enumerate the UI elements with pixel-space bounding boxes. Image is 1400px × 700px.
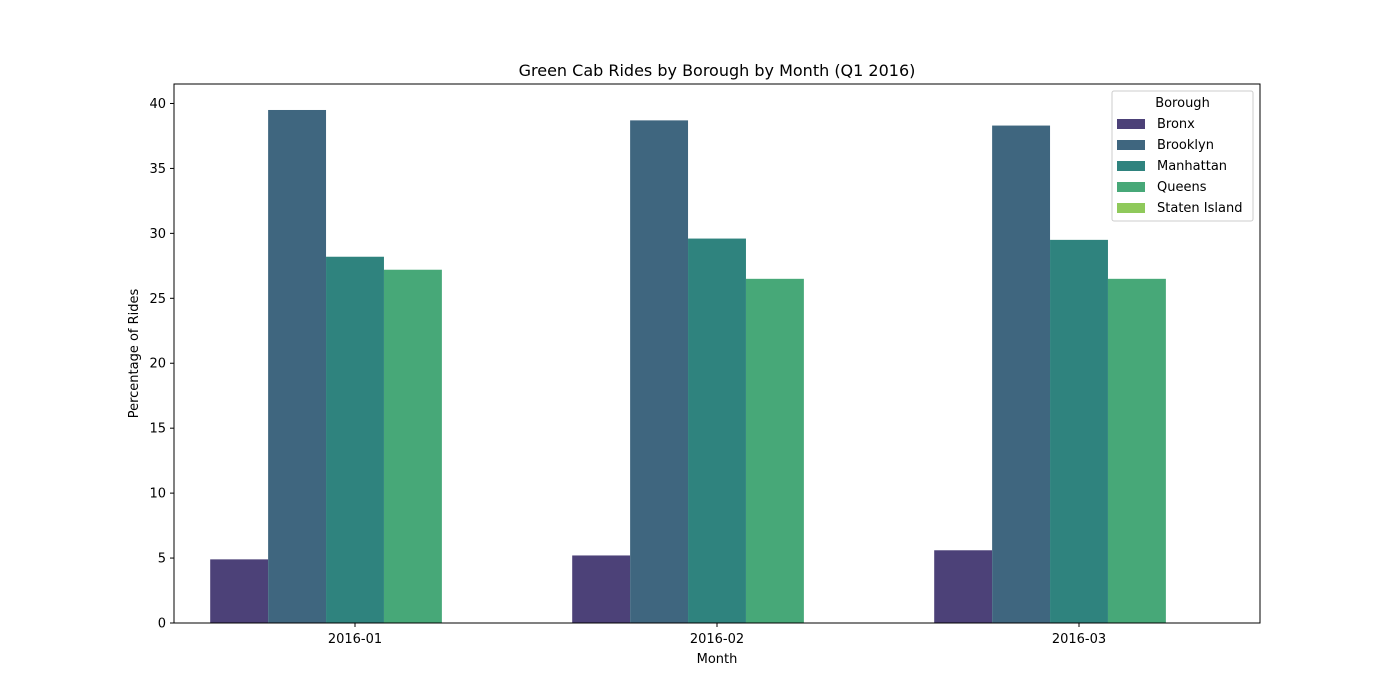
- y-axis: 0 5 10 15 20 25 30 35 40: [149, 97, 174, 632]
- legend-label: Staten Island: [1157, 201, 1242, 216]
- bar-brooklyn-2016-03: [992, 125, 1051, 623]
- bar-manhattan-2016-01: [326, 256, 384, 623]
- chart-title: Green Cab Rides by Borough by Month (Q1 …: [519, 61, 916, 80]
- legend-swatch: [1117, 182, 1145, 192]
- y-tick-label: 25: [149, 292, 166, 307]
- bar-manhattan-2016-03: [1050, 239, 1108, 624]
- y-tick-label: 15: [149, 422, 166, 437]
- bars-group: [210, 109, 1166, 624]
- legend-title: Borough: [1155, 96, 1210, 111]
- y-tick-label: 5: [158, 552, 166, 567]
- legend-swatch: [1117, 203, 1145, 213]
- legend-label: Bronx: [1157, 117, 1195, 132]
- legend-label: Manhattan: [1157, 159, 1227, 174]
- bar-bronx-2016-01: [210, 559, 269, 623]
- x-axis: 2016-01 2016-02 2016-03: [328, 623, 1106, 647]
- x-axis-label: Month: [697, 652, 738, 667]
- bar-brooklyn-2016-01: [268, 109, 327, 624]
- legend-swatch: [1117, 161, 1145, 171]
- y-tick-label: 30: [149, 227, 166, 242]
- legend-swatch: [1117, 140, 1145, 150]
- y-tick-label: 35: [149, 162, 166, 177]
- bar-manhattan-2016-02: [688, 238, 746, 623]
- y-tick-label: 10: [149, 487, 166, 502]
- y-tick-label: 40: [149, 97, 166, 112]
- legend-swatch: [1117, 119, 1145, 129]
- bar-bronx-2016-02: [572, 555, 631, 623]
- bar-queens-2016-01: [383, 269, 442, 623]
- bar-queens-2016-03: [1107, 278, 1166, 623]
- legend-frame: [1111, 90, 1254, 222]
- bar-queens-2016-02: [745, 278, 804, 623]
- bar-brooklyn-2016-02: [630, 120, 689, 624]
- y-tick-label: 20: [149, 357, 166, 372]
- x-tick-label: 2016-03: [1052, 632, 1106, 647]
- legend: Borough Bronx Brooklyn Manhattan Queens State…: [1111, 90, 1254, 222]
- x-tick-label: 2016-02: [690, 632, 744, 647]
- x-tick-label: 2016-01: [328, 632, 382, 647]
- bar-bronx-2016-03: [934, 550, 993, 623]
- legend-label: Brooklyn: [1157, 138, 1214, 153]
- legend-label: Queens: [1157, 180, 1207, 195]
- y-axis-label: Percentage of Rides: [127, 288, 142, 418]
- y-tick-label: 0: [158, 617, 166, 632]
